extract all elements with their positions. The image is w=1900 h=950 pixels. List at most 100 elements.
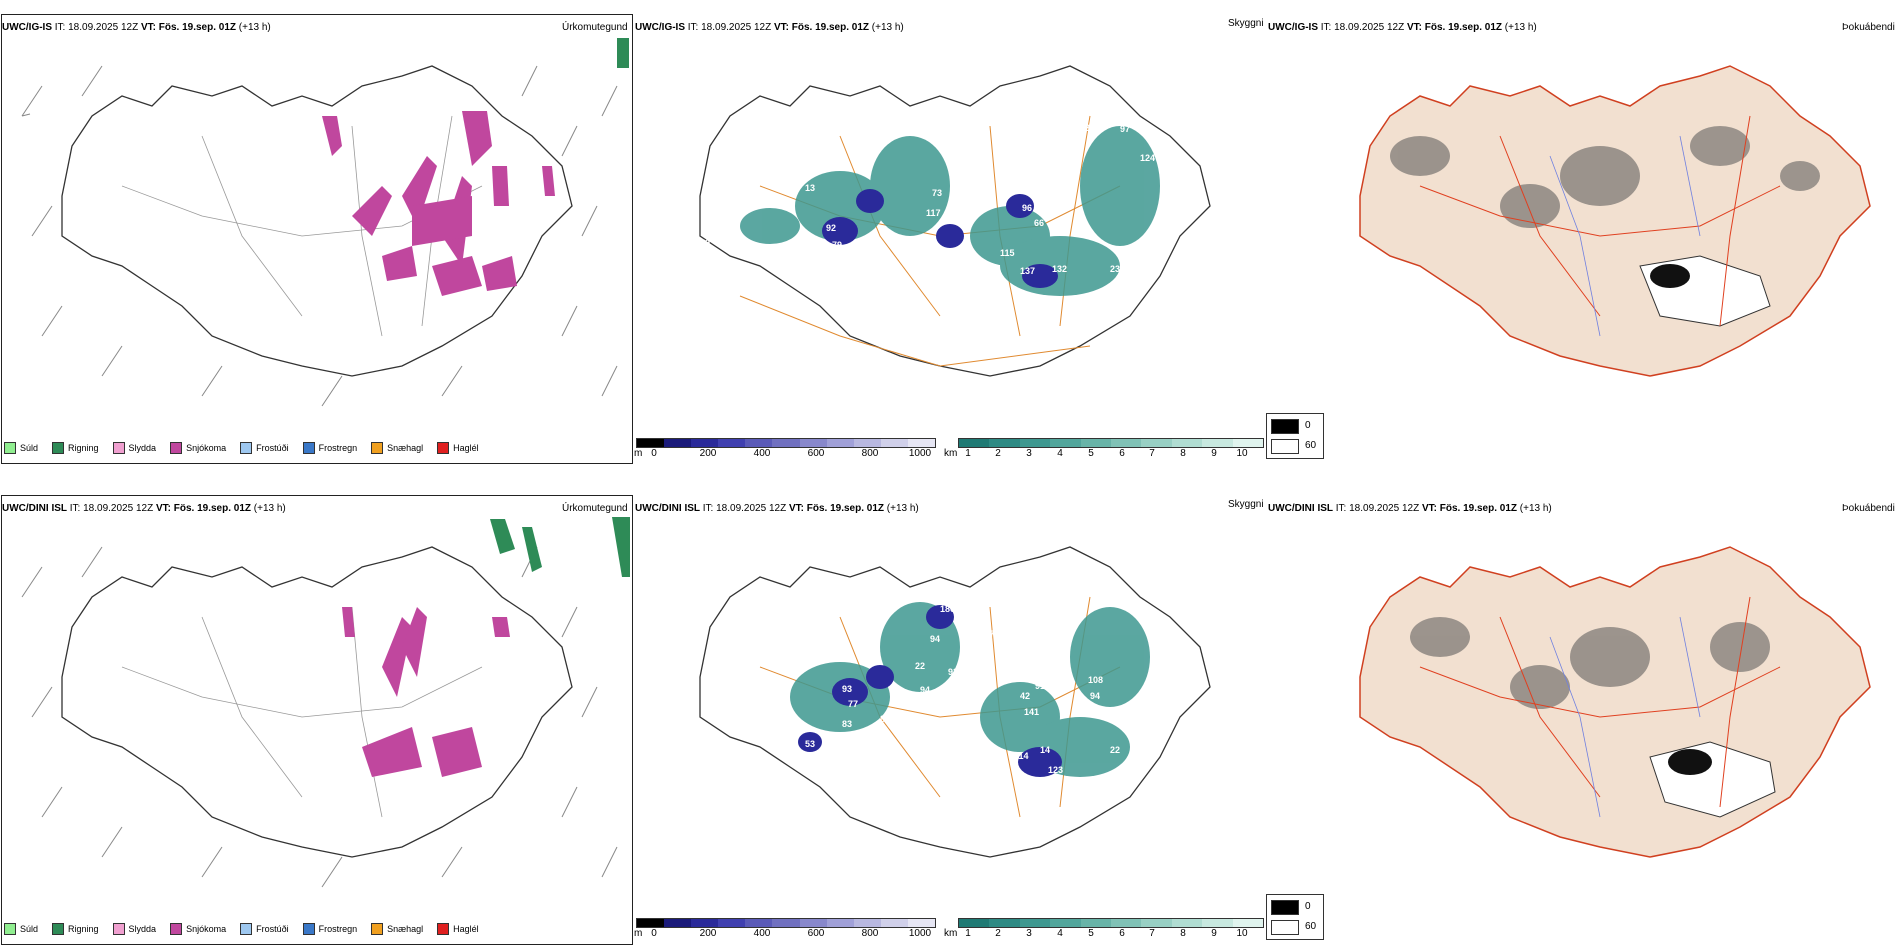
iceland-outline	[61, 65, 573, 377]
height-unit: m	[634, 928, 643, 939]
it-value: 18.09.2025 12Z	[1349, 503, 1420, 514]
lead-time: (+13 h)	[238, 22, 271, 33]
fog-dark-core	[1650, 264, 1690, 288]
vt-value: Fös. 19.sep. 01Z	[173, 503, 252, 514]
it-label: IT:	[1320, 22, 1332, 33]
panel-header-row1-fog: UWC/IG-IS IT: 18.09.2025 12Z VT: Fös. 19…	[1268, 22, 1537, 33]
svg-text:180: 180	[940, 604, 955, 614]
legend-swatch	[371, 923, 384, 935]
height-scale-bar	[636, 438, 936, 448]
svg-text:30: 30	[752, 703, 762, 713]
svg-text:123: 123	[1048, 765, 1063, 775]
svg-text:53: 53	[805, 739, 815, 749]
vt-label: VT:	[140, 22, 156, 33]
river-lines	[1549, 135, 1701, 337]
panel-title-fog: Þokuábendi	[1842, 22, 1895, 33]
svg-text:97: 97	[1120, 124, 1130, 134]
fog-dark-core	[1668, 749, 1712, 775]
svg-text:14: 14	[1040, 745, 1050, 755]
vt-label: VT:	[1406, 22, 1422, 33]
legend-item: Frostúði	[240, 442, 289, 454]
svg-text:108: 108	[1088, 675, 1103, 685]
vt-label: VT:	[773, 22, 789, 33]
model-name: UWC/DINI ISL	[635, 503, 700, 514]
it-value: 18.09.2025 12Z	[716, 503, 787, 514]
panel-title-visibility: Skyggni	[1228, 18, 1264, 29]
svg-text:91: 91	[1035, 681, 1045, 691]
height-unit: m	[634, 448, 643, 459]
svg-text:94: 94	[920, 685, 930, 695]
legend-item: Snjókoma	[170, 442, 226, 454]
fog-legend-row1: 0 60	[1266, 413, 1324, 459]
legend-swatch	[302, 923, 315, 935]
legend-item: Frostúði	[240, 923, 289, 935]
legend-swatch	[52, 442, 65, 454]
svg-text:23: 23	[1110, 264, 1120, 274]
height-labels: 180 94 22 93 33 117 94 93 77 80 83 53 73 30 91 42 290 108…	[752, 604, 1120, 789]
svg-text:33: 33	[975, 654, 985, 664]
legend-swatch	[371, 442, 384, 454]
model-name: UWC/IG-IS	[2, 22, 52, 33]
panel-title-precip: Úrkomutegund	[562, 503, 628, 514]
lead-time: (+13 h)	[1504, 22, 1537, 33]
iceland-outline	[699, 546, 1211, 858]
snow-areas	[322, 111, 555, 296]
svg-text:137: 137	[1020, 266, 1035, 276]
vt-value: Fös. 19.sep. 01Z	[791, 22, 870, 33]
svg-text:73: 73	[790, 754, 800, 764]
visibility-unit: km	[944, 448, 958, 459]
svg-text:93: 93	[842, 684, 852, 694]
svg-text:79: 79	[700, 238, 710, 248]
legend-swatch	[240, 923, 253, 935]
svg-text:88: 88	[1042, 779, 1052, 789]
precip-map-row2	[21, 517, 630, 888]
visibility-unit: km	[944, 928, 958, 939]
svg-text:114: 114	[1014, 751, 1029, 761]
svg-text:77: 77	[848, 699, 858, 709]
svg-text:62: 62	[1045, 208, 1055, 218]
svg-text:84: 84	[892, 233, 902, 243]
legend-swatch	[437, 923, 450, 935]
road-lines	[1419, 115, 1781, 327]
precip-panel-frame-row1	[1, 14, 633, 464]
legend-item: Rigning	[52, 923, 99, 935]
legend-swatch	[437, 442, 450, 454]
height-scale-row2: 0 200 400 600 800 1000	[636, 918, 936, 940]
legend-item: Snæhagl	[371, 442, 423, 454]
visibility-scale-bar	[958, 918, 1264, 928]
fog-swatch-white	[1271, 439, 1299, 454]
height-scale-bar	[636, 918, 936, 928]
it-value: 18.09.2025 12Z	[68, 22, 139, 33]
it-label: IT:	[69, 503, 81, 514]
model-name: UWC/IG-IS	[1268, 22, 1318, 33]
svg-text:42: 42	[1020, 691, 1030, 701]
svg-text:79: 79	[832, 240, 842, 250]
legend-swatch	[112, 442, 125, 454]
legend-swatch	[170, 442, 183, 454]
panel-header-row2-precip: UWC/DINI ISL IT: 18.09.2025 12Z VT: Fös.…	[2, 503, 286, 514]
model-name: UWC/DINI ISL	[1268, 503, 1333, 514]
precip-map-row1	[21, 38, 629, 407]
legend-swatch	[4, 923, 16, 935]
river-lines	[1549, 616, 1701, 818]
fog-swatch-white	[1271, 920, 1299, 935]
height-scale-row1: 0 200 400 600 800 1000	[636, 438, 936, 460]
vt-value: Fös. 19.sep. 01Z	[1424, 22, 1503, 33]
svg-text:141: 141	[1024, 707, 1039, 717]
legend-item: Haglél	[437, 923, 479, 935]
svg-text:94: 94	[930, 634, 940, 644]
legend-swatch	[4, 442, 16, 454]
visibility-scale-bar	[958, 438, 1264, 448]
visibility-scale-row1: 1 2 3 4 5 6 7 8 9 10	[958, 438, 1264, 460]
precip-legend-row2: Súld Rigning Slydda Snjókoma Frostúði Fr…	[4, 923, 479, 935]
model-name: UWC/DINI ISL	[2, 503, 67, 514]
visibility-map-row2: 180 94 22 93 33 117 94 93 77 80 83 53 73 30 91 42 290 108…	[699, 546, 1211, 858]
fog-swatch-black	[1271, 419, 1299, 434]
legend-item: Snæhagl	[371, 923, 423, 935]
legend-item: Frostregn	[302, 923, 357, 935]
fog-map-row2	[1359, 546, 1871, 858]
iceland-outline	[1359, 65, 1871, 377]
rain-patch	[617, 38, 629, 68]
svg-text:93: 93	[948, 667, 958, 677]
